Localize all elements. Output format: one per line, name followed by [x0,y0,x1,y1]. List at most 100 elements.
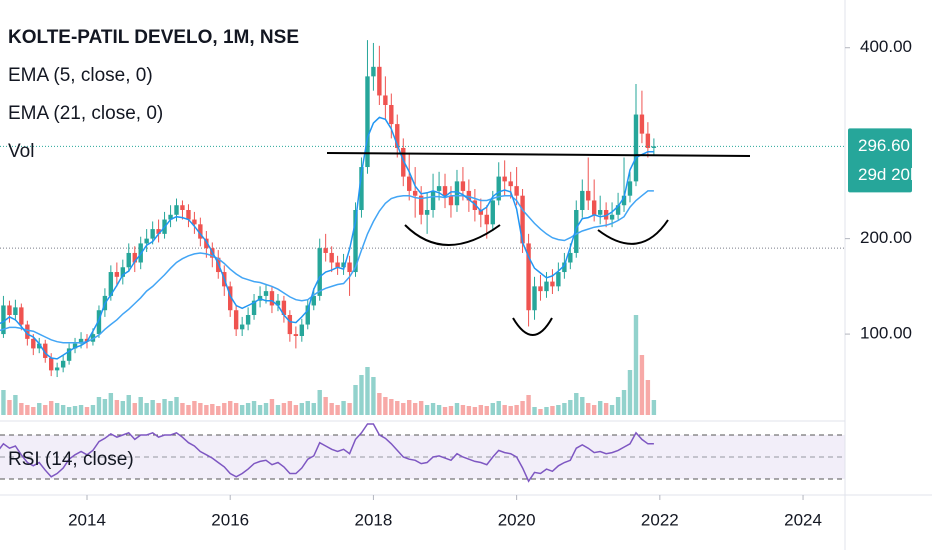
volume-bar [490,403,495,415]
candle-body [60,360,66,368]
volume-bar [186,405,191,415]
candle-body [377,66,382,96]
volume-bar [204,405,209,415]
volume-bar [48,401,54,415]
volume-bar [603,403,609,415]
candle-body [114,272,120,277]
volume-bar [329,403,334,415]
candle-body [132,252,137,263]
legend-rsi: RSI (14, close) [8,449,134,470]
x-tick-label: 2022 [641,510,679,529]
candle-body [192,219,197,225]
x-tick-label: 2018 [355,510,393,529]
candle-body [418,195,424,215]
candle-body [460,181,466,191]
candle-body [526,243,531,311]
volume-bar [216,406,221,415]
chart-title: KOLTE-PATIL DEVELO, 1M, NSE [8,27,299,48]
candle-body [311,295,316,306]
candle-body [436,186,442,191]
candle-body [359,167,364,210]
head-curve [512,317,553,336]
candle-body [508,181,513,187]
candle-body [156,229,161,234]
candle-body [496,176,501,201]
candle-body [239,324,245,330]
plot [0,40,845,483]
volume-bar [78,405,84,415]
volume-bar [293,405,299,415]
volume-bar [568,400,573,415]
volume-bar [407,400,412,415]
volume-bar [31,407,36,415]
volume-bar [448,406,454,415]
volume-bar [132,403,137,415]
candle-body [43,343,48,358]
candle-body [263,291,269,296]
volume-bar [275,405,281,415]
volume-bar [192,401,197,415]
volume-bar [401,403,406,415]
volume-bar [526,395,531,415]
volume-bar [311,403,316,415]
volume-bar [478,405,484,415]
candle-body [615,205,621,215]
candle-body [72,343,78,349]
candle-body [490,200,495,225]
volume-bar [180,403,185,415]
volume-bar [651,400,657,415]
candle-body [293,334,299,336]
candle-body [275,300,281,306]
volume-bar [323,397,328,415]
volume-bar [108,393,114,415]
candle-body [7,305,12,315]
x-tick-label: 2020 [498,510,536,529]
volume-bar [96,397,102,415]
volume-bar [281,403,287,415]
candle-body [603,210,609,220]
volume-bar [228,401,233,415]
volume-bar [502,405,507,415]
volume-bar [299,403,305,415]
candle-body [651,146,657,148]
volume-bar [430,403,436,415]
volume-bar [239,405,245,415]
candle-body [639,114,645,134]
volume-bar [574,393,579,415]
volume-bar [371,377,376,415]
last-price-box [848,128,912,193]
volume-bar [365,367,370,415]
candle-body [633,114,639,182]
y-tick-label: 100.00 [860,324,912,343]
candle-body [287,315,293,335]
volume-bar [538,409,543,415]
candle-body [520,195,525,244]
volume-bar [520,401,525,415]
volume-bar [544,407,549,415]
candle-body [424,210,430,215]
candle-body [174,205,179,215]
candle-body [514,186,519,196]
volume-bar [615,397,621,415]
volume-bar [138,397,143,415]
volume-bar [1,390,6,415]
candle-body [484,214,489,225]
volume-bar [586,403,591,415]
candle-body [365,76,370,168]
volume-bar [580,397,585,415]
candle-body [448,195,454,206]
candle-body [90,334,96,342]
candle-body [401,147,406,177]
candle-body [204,238,209,249]
volume-bar [72,406,78,415]
volume-bar [347,403,352,415]
candle-body [353,210,358,273]
candle-body [299,324,305,336]
candle-body [430,190,436,210]
shoulder-curve [597,219,669,245]
rsi-line [0,423,654,483]
candle-body [19,307,24,325]
candle-body [502,176,507,182]
volume-bar [120,401,126,415]
